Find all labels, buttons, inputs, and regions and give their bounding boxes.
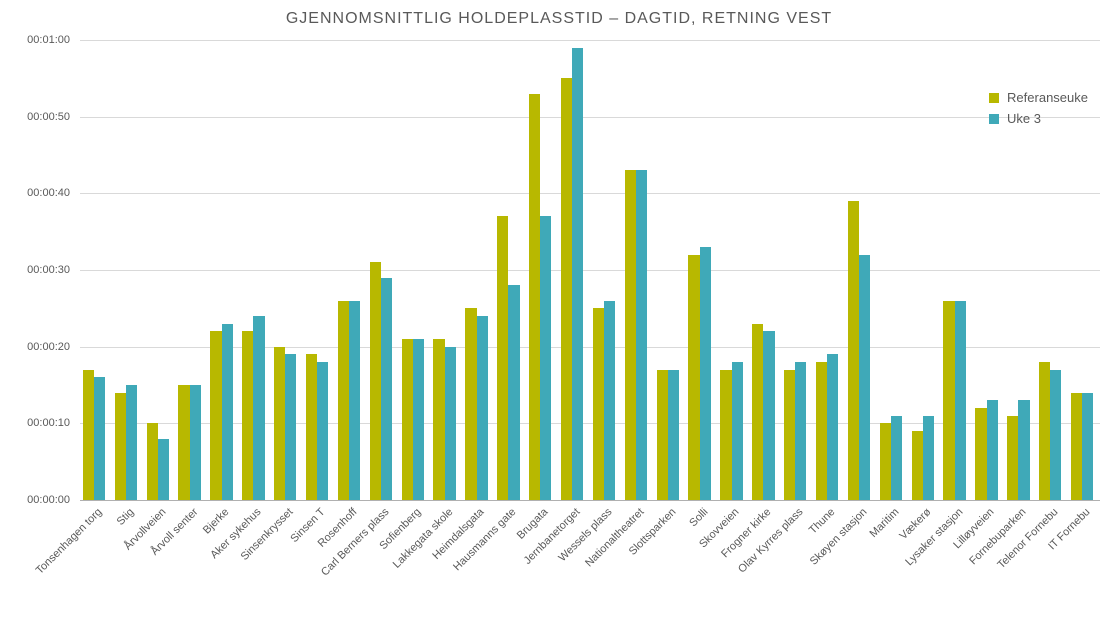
bar — [94, 377, 105, 500]
bar — [147, 423, 158, 500]
bar — [752, 324, 763, 500]
y-tick-label: 00:00:50 — [10, 111, 70, 123]
bar — [763, 331, 774, 500]
bar — [508, 285, 519, 500]
y-tick-label: 00:01:00 — [10, 34, 70, 46]
legend-item: Uke 3 — [989, 111, 1088, 126]
bar — [943, 301, 954, 500]
legend-label: Uke 3 — [1007, 111, 1041, 126]
bar — [827, 354, 838, 500]
bar — [987, 400, 998, 500]
chart-container: GJENNOMSNITTLIG HOLDEPLASSTID – DAGTID, … — [0, 0, 1118, 617]
bar — [668, 370, 679, 500]
bar — [1050, 370, 1061, 500]
bar — [784, 370, 795, 500]
bar — [83, 370, 94, 500]
legend: Referanseuke Uke 3 — [989, 90, 1088, 132]
bar — [625, 170, 636, 500]
bar — [880, 423, 891, 500]
y-tick-label: 00:00:10 — [10, 417, 70, 429]
bar — [912, 431, 923, 500]
y-tick-label: 00:00:40 — [10, 187, 70, 199]
bar — [306, 354, 317, 500]
bar — [465, 308, 476, 500]
chart-title: GJENNOMSNITTLIG HOLDEPLASSTID – DAGTID, … — [0, 10, 1118, 28]
bar — [1071, 393, 1082, 500]
x-tick-label: Stig — [114, 506, 136, 528]
legend-item: Referanseuke — [989, 90, 1088, 105]
bar — [636, 170, 647, 500]
legend-swatch — [989, 93, 999, 103]
y-tick-label: 00:00:30 — [10, 264, 70, 276]
bar — [955, 301, 966, 500]
bar — [688, 255, 699, 500]
bar — [210, 331, 221, 500]
bar — [657, 370, 668, 500]
x-tick-label: Hausmanns gate — [452, 506, 519, 573]
bar — [1007, 416, 1018, 500]
bar — [477, 316, 488, 500]
bar — [242, 331, 253, 500]
bar — [338, 301, 349, 500]
bar — [732, 362, 743, 500]
bar — [413, 339, 424, 500]
bar — [190, 385, 201, 500]
bar — [222, 324, 233, 500]
bar — [285, 354, 296, 500]
bar — [891, 416, 902, 500]
y-tick-label: 00:00:00 — [10, 494, 70, 506]
legend-label: Referanseuke — [1007, 90, 1088, 105]
bar — [540, 216, 551, 500]
bar — [561, 78, 572, 500]
bar — [349, 301, 360, 500]
bar — [1039, 362, 1050, 500]
plot-area: 00:00:0000:00:1000:00:2000:00:3000:00:40… — [80, 40, 1100, 501]
bar — [529, 94, 540, 500]
bar — [816, 362, 827, 500]
bar — [433, 339, 444, 500]
bar — [445, 347, 456, 500]
bar — [402, 339, 413, 500]
x-tick-label: Solli — [687, 506, 710, 529]
x-tick-label: Skøyen stasjon — [808, 506, 870, 568]
bar — [593, 308, 604, 500]
bar — [848, 201, 859, 500]
bars-layer — [80, 40, 1100, 500]
bar — [700, 247, 711, 500]
bar — [923, 416, 934, 500]
bar — [720, 370, 731, 500]
bar — [859, 255, 870, 500]
bar — [975, 408, 986, 500]
bar — [253, 316, 264, 500]
bar — [1018, 400, 1029, 500]
x-tick-label: Thune — [807, 506, 838, 537]
bar — [317, 362, 328, 500]
bar — [795, 362, 806, 500]
y-tick-label: 00:00:20 — [10, 341, 70, 353]
x-tick-label: Maritim — [867, 506, 901, 540]
bar — [274, 347, 285, 500]
bar — [115, 393, 126, 500]
bar — [572, 48, 583, 500]
x-tick-label: Tonsenhagen torg — [34, 506, 105, 577]
bar — [178, 385, 189, 500]
x-tick-label: Jernbanetorget — [522, 506, 583, 567]
bar — [497, 216, 508, 500]
bar — [381, 278, 392, 500]
bar — [126, 385, 137, 500]
bar — [158, 439, 169, 500]
legend-swatch — [989, 114, 999, 124]
bar — [1082, 393, 1093, 500]
bar — [604, 301, 615, 500]
bar — [370, 262, 381, 500]
